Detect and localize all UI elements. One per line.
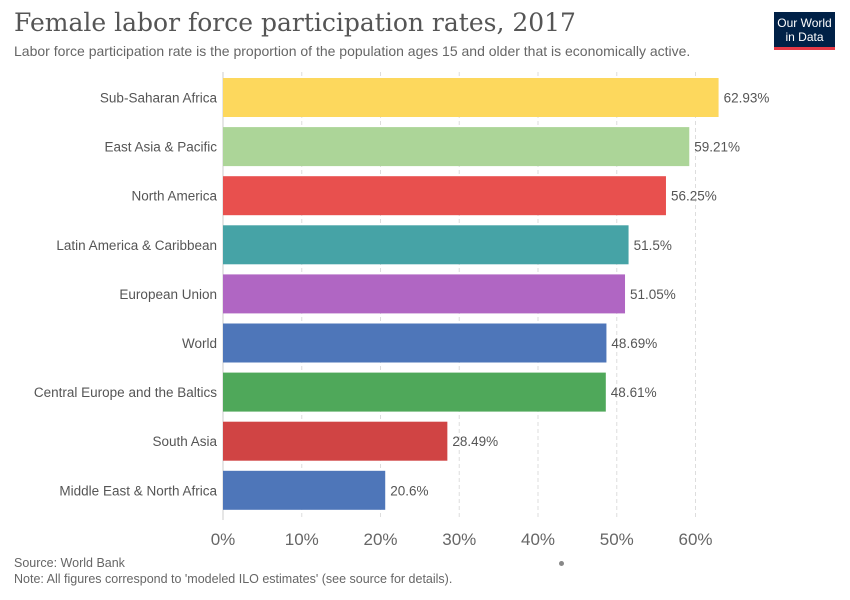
bar[interactable] <box>223 127 690 167</box>
chart-title: Female labor force participation rates, … <box>14 8 576 37</box>
value-label: 28.49% <box>452 434 498 449</box>
x-tick-label: 20% <box>363 530 397 549</box>
owid-logo[interactable]: Our World in Data <box>774 12 835 50</box>
x-tick-label: 50% <box>600 530 634 549</box>
labels: 0% 10% 20% 30% 40% 50% 60% Sub-Saharan Africa 62… <box>34 91 769 550</box>
value-label: 62.93% <box>724 91 770 106</box>
logo-line-2: in Data <box>785 30 824 44</box>
x-tick-label: 0% <box>211 530 236 549</box>
category-label: World <box>182 336 217 351</box>
value-label: 48.61% <box>611 385 657 400</box>
x-tick-label: 10% <box>285 530 319 549</box>
category-label: Central Europe and the Baltics <box>34 385 217 400</box>
value-label: 51.05% <box>630 287 676 302</box>
category-label: European Union <box>119 287 217 302</box>
category-label: Latin America & Caribbean <box>56 238 217 253</box>
chart-subtitle: Labor force participation rate is the pr… <box>14 43 691 59</box>
value-label: 48.69% <box>611 336 657 351</box>
category-label: Sub-Saharan Africa <box>100 91 218 106</box>
bar[interactable] <box>223 274 626 314</box>
note-text: Note: All figures correspond to 'modeled… <box>14 572 453 586</box>
bar[interactable] <box>223 176 666 216</box>
x-tick-label: 30% <box>442 530 476 549</box>
category-label: Middle East & North Africa <box>59 483 217 498</box>
bar[interactable] <box>223 323 607 363</box>
bar[interactable] <box>223 421 448 461</box>
bar-chart: 0% 10% 20% 30% 40% 50% 60% Sub-Saharan Africa 62… <box>34 72 769 550</box>
category-label: South Asia <box>152 434 217 449</box>
timeline-dot[interactable] <box>559 561 564 566</box>
x-tick-label: 60% <box>678 530 712 549</box>
bar[interactable] <box>223 225 629 265</box>
logo-line-1: Our World <box>777 16 832 30</box>
value-label: 20.6% <box>390 483 428 498</box>
bar[interactable] <box>223 372 606 412</box>
value-label: 56.25% <box>671 189 717 204</box>
bars <box>223 78 719 510</box>
value-label: 59.21% <box>694 140 740 155</box>
bar[interactable] <box>223 470 386 510</box>
value-label: 51.5% <box>634 238 672 253</box>
bar[interactable] <box>223 78 719 117</box>
category-label: East Asia & Pacific <box>104 140 217 155</box>
category-label: North America <box>131 189 217 204</box>
source-text: Source: World Bank <box>14 556 125 570</box>
x-tick-label: 40% <box>521 530 555 549</box>
